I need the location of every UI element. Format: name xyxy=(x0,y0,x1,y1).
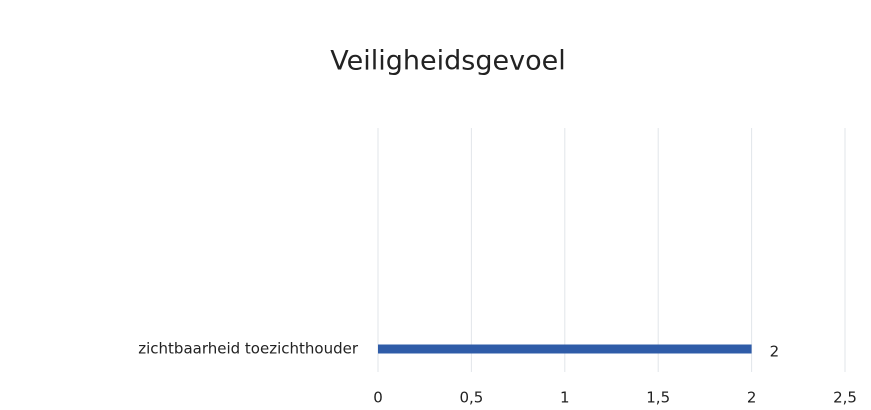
chart-title: Veiligheidsgevoel xyxy=(330,46,565,77)
x-tick-label: 1,5 xyxy=(646,389,670,407)
y-tick-label: zichtbaarheid toezichthouder xyxy=(138,340,359,358)
x-tick-label: 2,5 xyxy=(833,389,857,407)
x-tick-label: 0,5 xyxy=(459,389,483,407)
data-label: 2 xyxy=(770,343,780,361)
x-tick-label: 0 xyxy=(373,389,383,407)
bar xyxy=(378,344,752,354)
x-tick-label: 2 xyxy=(747,389,757,407)
x-tick-label: 1 xyxy=(560,389,570,407)
